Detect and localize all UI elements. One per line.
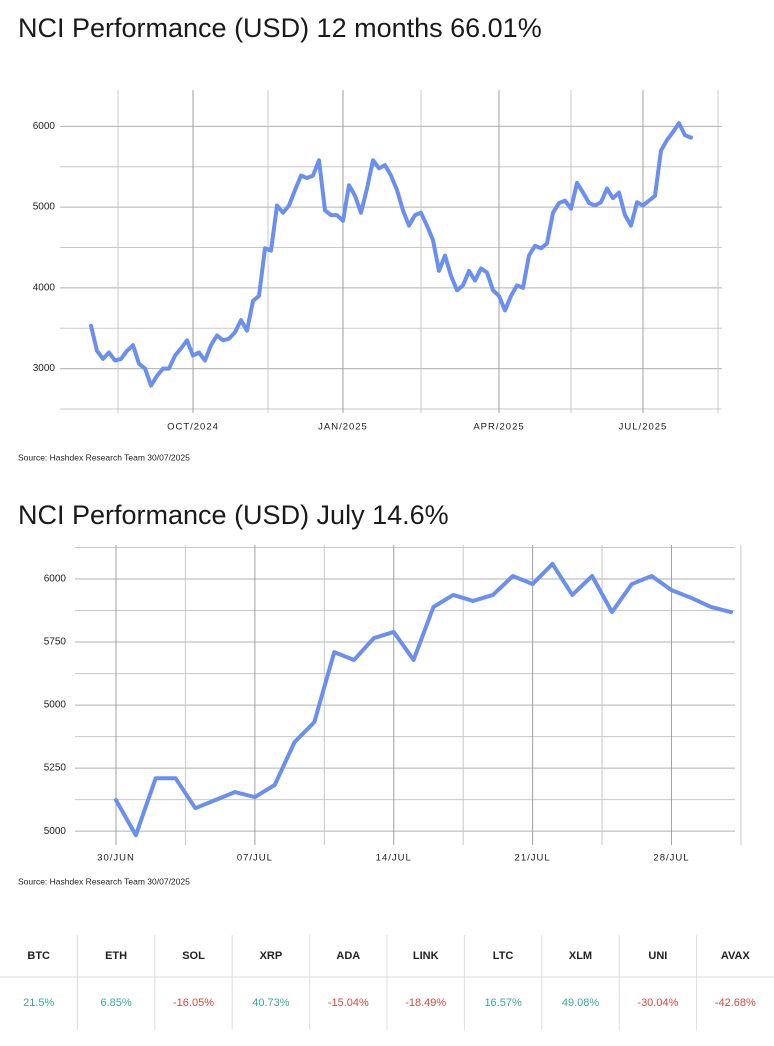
- table-cell: 16.57%: [484, 997, 522, 1009]
- table-header: XLM: [569, 950, 592, 962]
- y-tick-label: 6000: [44, 574, 67, 585]
- x-tick-label: JUL/2025: [619, 422, 668, 433]
- x-tick-label: APR/2025: [473, 422, 524, 433]
- chart-title: NCI Performance (USD) July 14.6%: [18, 500, 449, 530]
- table-cell: -18.49%: [405, 997, 446, 1009]
- table-cell: -30.04%: [637, 997, 678, 1009]
- table-header: LINK: [413, 950, 439, 962]
- y-tick-label: 4000: [33, 282, 56, 293]
- y-tick-label: 3000: [33, 363, 56, 374]
- y-tick-label: 6000: [33, 121, 56, 132]
- y-tick-label: 5750: [44, 637, 67, 648]
- table-cell: 6.85%: [100, 997, 131, 1009]
- source-note: Source: Hashdex Research Team 30/07/2025: [18, 452, 190, 462]
- table-cell: 40.73%: [252, 997, 290, 1009]
- table-cell: 21.5%: [23, 997, 54, 1009]
- table-cell: -15.04%: [328, 997, 369, 1009]
- x-tick-label: 30/JUN: [97, 853, 135, 864]
- table-cell: 49.08%: [562, 997, 600, 1009]
- table-cell: -42.68%: [715, 997, 756, 1009]
- table-header: LTC: [493, 950, 514, 962]
- chart-title: NCI Performance (USD) 12 months 66.01%: [18, 13, 542, 43]
- table-header: ADA: [336, 950, 360, 962]
- x-tick-label: 07/JUL: [237, 853, 273, 864]
- table-header: ETH: [105, 950, 127, 962]
- x-tick-label: 28/JUL: [653, 853, 689, 864]
- x-tick-label: OCT/2024: [167, 422, 219, 433]
- data-line: [114, 561, 733, 838]
- x-tick-label: 21/JUL: [515, 853, 551, 864]
- x-tick-label: JAN/2025: [318, 422, 368, 433]
- y-tick-label: 5250: [44, 763, 67, 774]
- y-tick-label: 5000: [44, 700, 67, 711]
- source-note: Source: Hashdex Research Team 30/07/2025: [18, 876, 190, 886]
- table-header: UNI: [648, 950, 667, 962]
- table-header: AVAX: [721, 950, 751, 962]
- x-tick-label: 14/JUL: [376, 853, 412, 864]
- data-line: [89, 121, 693, 388]
- y-tick-label: 5000: [44, 826, 67, 837]
- table-cell: -16.05%: [173, 997, 214, 1009]
- table-header: BTC: [27, 950, 50, 962]
- table-header: SOL: [182, 950, 205, 962]
- y-tick-label: 5000: [33, 202, 56, 213]
- table-header: XRP: [260, 950, 283, 962]
